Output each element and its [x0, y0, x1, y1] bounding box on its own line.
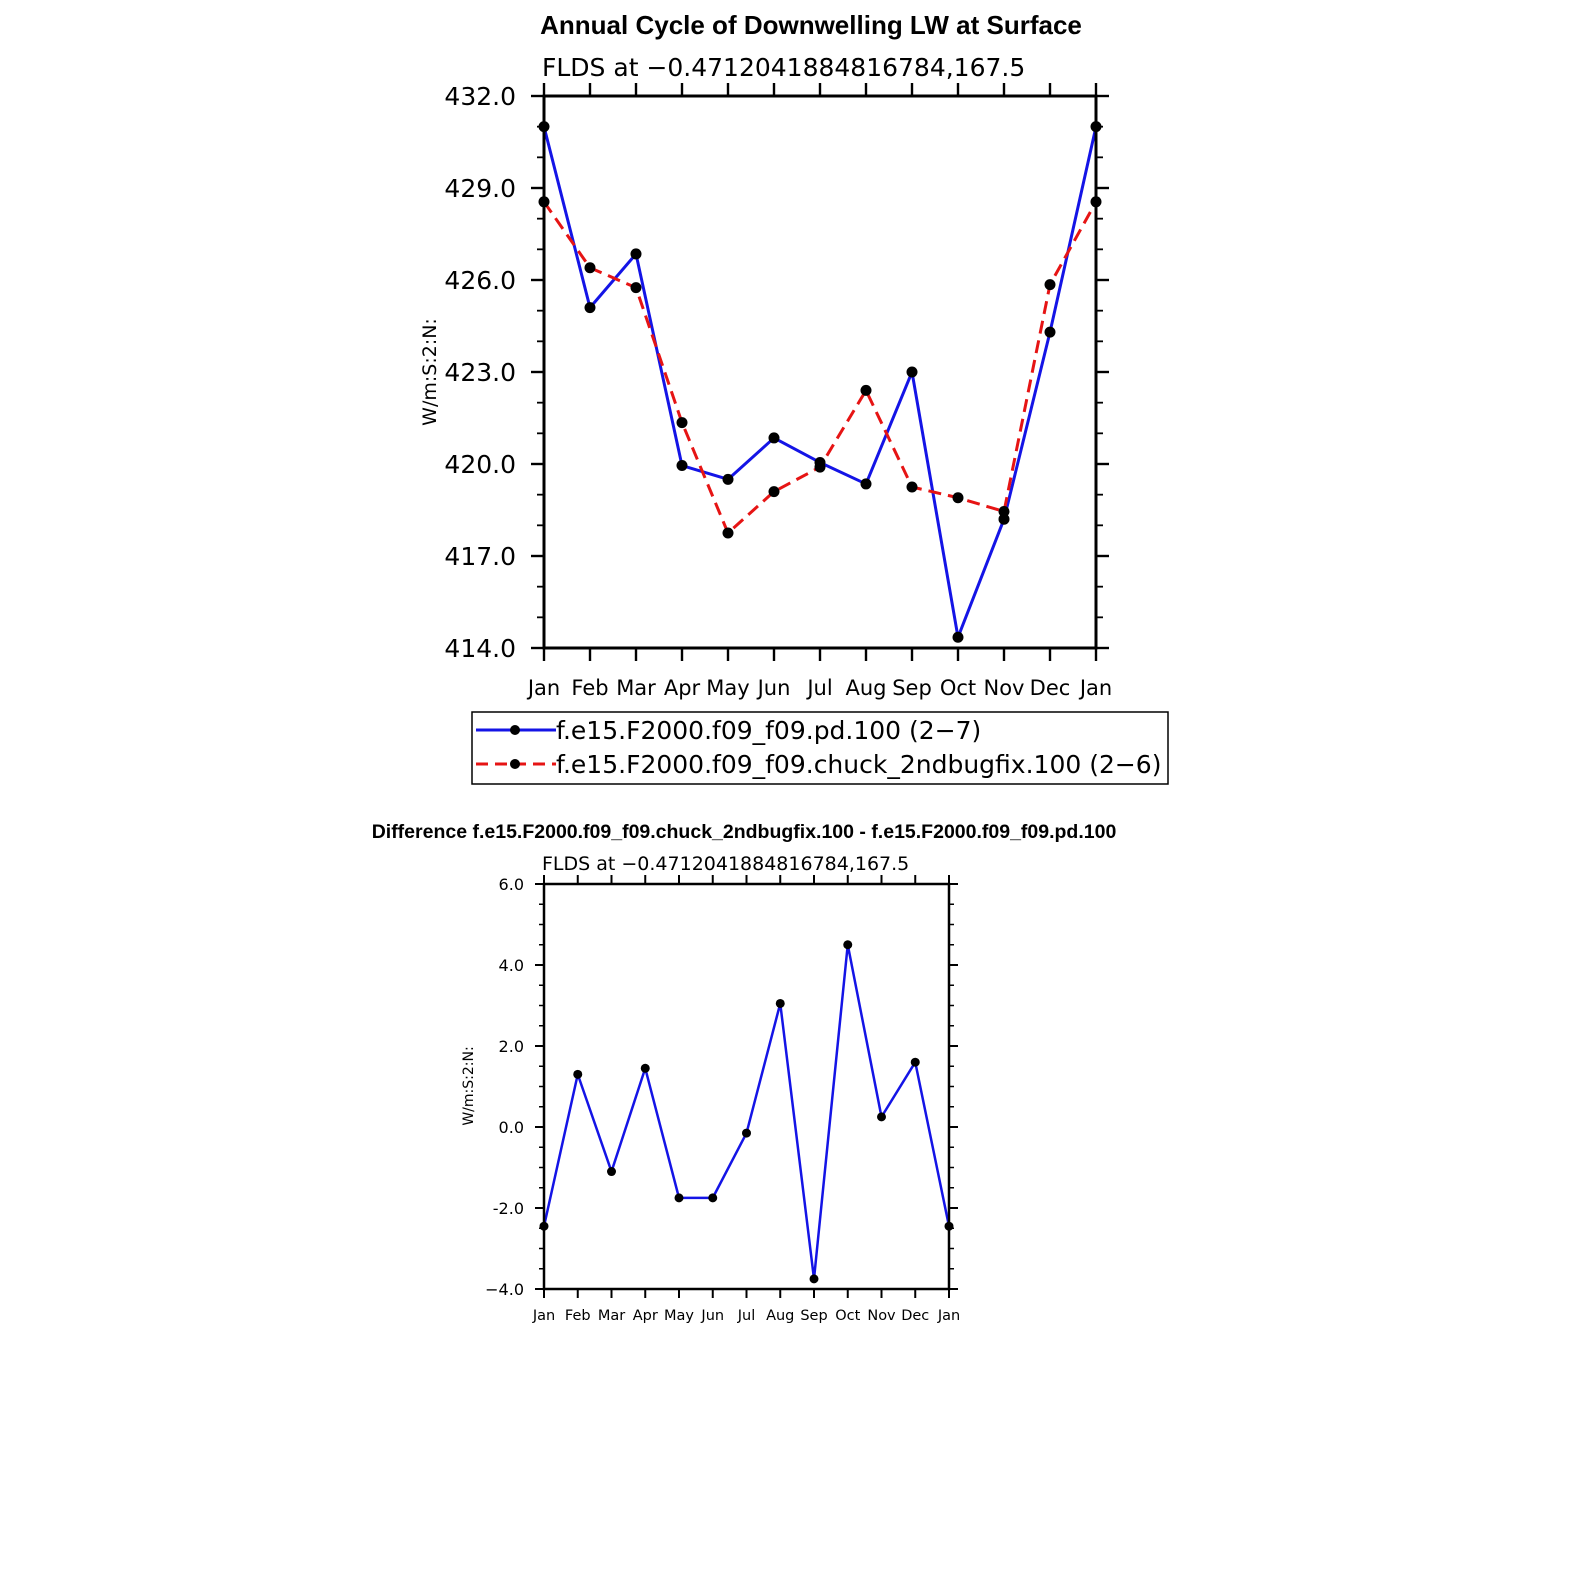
y-tick-label: 432.0: [444, 82, 516, 111]
legend-marker-pd: [510, 725, 520, 735]
legend: f.e15.F2000.f09_f09.pd.100 (2−7) f.e15.F…: [471, 711, 1169, 785]
data-point: [768, 486, 780, 498]
y-tick-label: 6.0: [499, 875, 524, 894]
legend-marker-bugfix: [510, 759, 520, 769]
data-point: [814, 461, 826, 473]
data-point: [860, 478, 872, 490]
difference-title: Difference f.e15.F2000.f09_f09.chuck_2nd…: [372, 821, 1117, 843]
legend-label-bugfix: f.e15.F2000.f09_f09.chuck_2ndbugfix.100 …: [556, 750, 1161, 779]
y-tick-label: 420.0: [444, 450, 516, 479]
data-point: [640, 1063, 650, 1073]
data-point: [910, 1057, 920, 1067]
y-tick-labels: −4.0 -2.0 0.0 2.0 4.0 6.0: [485, 875, 524, 1299]
data-point: [998, 513, 1010, 525]
y-tick-label: −4.0: [485, 1280, 524, 1299]
x-tick-label: Jan: [937, 1308, 960, 1324]
x-tick-label: May: [664, 1308, 694, 1324]
chart-subtitle: FLDS at −0.4712041884816784,167.5: [542, 53, 1025, 82]
x-tick-label: May: [706, 676, 749, 700]
data-point: [906, 481, 918, 493]
x-tick-label: Dec: [1030, 676, 1071, 700]
data-point: [860, 384, 872, 396]
axis-ticks: [531, 83, 1109, 661]
x-tick-label: Mar: [616, 676, 656, 700]
y-tick-label: 417.0: [444, 542, 516, 571]
data-point: [742, 1128, 751, 1138]
difference-chart: Difference f.e15.F2000.f09_f09.chuck_2nd…: [372, 821, 1117, 1324]
data-point: [630, 248, 642, 260]
data-point: [877, 1112, 886, 1122]
data-point: [607, 1167, 616, 1177]
axis-ticks: [535, 875, 958, 1298]
series-group: [539, 940, 954, 1284]
data-point: [674, 1193, 684, 1203]
y-tick-label: 0.0: [499, 1118, 524, 1137]
y-tick-label: 414.0: [444, 634, 516, 663]
y-tick-label: 429.0: [444, 174, 516, 203]
data-point: [1044, 279, 1056, 291]
x-tick-label: Nov: [867, 1308, 896, 1324]
data-point: [573, 1069, 583, 1079]
plot-frame: [542, 882, 951, 1291]
x-tick-label: Jun: [700, 1308, 724, 1324]
data-point: [584, 302, 596, 314]
data-point: [998, 506, 1010, 518]
data-point: [676, 417, 688, 429]
data-point: [952, 631, 964, 643]
x-tick-label: Feb: [565, 1308, 591, 1324]
x-tick-label: Jul: [805, 676, 832, 700]
x-tick-label: Oct: [940, 676, 976, 700]
x-tick-label: Feb: [571, 676, 608, 700]
x-tick-label: Sep: [892, 676, 932, 700]
legend-label-pd: f.e15.F2000.f09_f09.pd.100 (2−7): [556, 716, 981, 745]
data-point: [775, 998, 785, 1008]
x-tick-label: Jan: [532, 1308, 555, 1324]
x-tick-label: Nov: [984, 676, 1025, 700]
y-tick-labels: 414.0 417.0 420.0 423.0 426.0 429.0 432.0: [444, 82, 516, 663]
series-line: [542, 126, 1098, 639]
x-tick-label: Dec: [901, 1308, 929, 1324]
data-point: [952, 492, 964, 504]
x-tick-label: Aug: [766, 1308, 794, 1324]
x-tick-labels: Jan Feb Mar Apr May Jun Jul Aug Sep Oct Nov Dec Jan: [526, 676, 1112, 700]
data-point: [630, 282, 642, 294]
x-tick-label: Aug: [845, 676, 886, 700]
x-tick-label: Jul: [737, 1308, 756, 1324]
x-tick-label: Mar: [598, 1308, 625, 1324]
x-tick-label: Jun: [756, 676, 791, 700]
data-point: [906, 366, 918, 378]
data-point: [584, 262, 596, 274]
plot-frame: [542, 94, 1098, 650]
x-tick-labels: Jan Feb Mar Apr May Jun Jul Aug Sep Oct Nov Dec Jan: [532, 1308, 960, 1324]
difference-subtitle: FLDS at −0.4712041884816784,167.5: [542, 853, 909, 875]
legend-box: [471, 711, 1169, 785]
x-tick-label: Jan: [526, 676, 560, 700]
data-point: [809, 1274, 819, 1284]
chart-title: Annual Cycle of Downwelling LW at Surfac…: [540, 10, 1082, 40]
x-tick-label: Jan: [1078, 676, 1112, 700]
annual-cycle-chart: Annual Cycle of Downwelling LW at Surfac…: [419, 10, 1169, 785]
data-point: [708, 1193, 718, 1203]
y-axis-label: W/m:S:2:N:: [461, 1046, 477, 1125]
y-tick-label: 426.0: [444, 266, 516, 295]
y-tick-label: -2.0: [493, 1199, 524, 1218]
x-tick-label: Oct: [835, 1308, 860, 1324]
x-tick-label: Apr: [633, 1308, 658, 1324]
data-point: [722, 527, 734, 539]
data-point: [676, 460, 688, 472]
series-group: [538, 121, 1102, 643]
y-tick-label: 423.0: [444, 358, 516, 387]
data-point: [768, 432, 780, 444]
data-point: [1044, 326, 1056, 338]
y-tick-label: 4.0: [499, 956, 524, 975]
y-axis-label: W/m:S:2:N:: [419, 318, 441, 426]
series-line: [542, 943, 951, 1281]
data-point: [722, 473, 734, 485]
x-tick-label: Apr: [664, 676, 701, 700]
data-point: [843, 940, 853, 950]
x-tick-label: Sep: [800, 1308, 827, 1324]
y-tick-label: 2.0: [499, 1037, 524, 1056]
